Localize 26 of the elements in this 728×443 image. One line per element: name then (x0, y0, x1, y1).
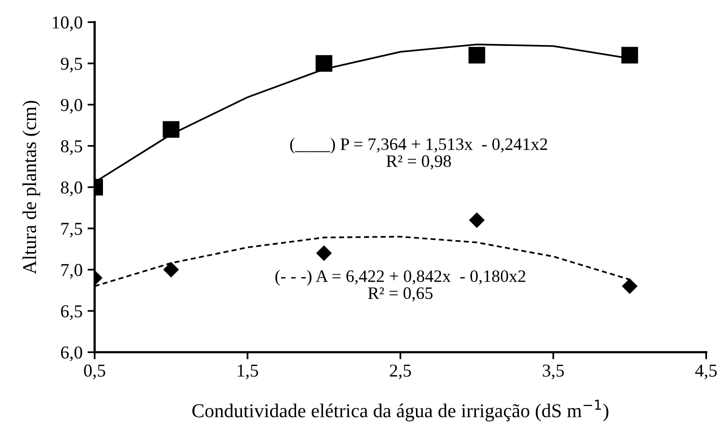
y-tick-label: 6,0 (61, 346, 82, 362)
y-tick-label: 9,0 (60, 98, 82, 114)
point (621, 46, 638, 64)
y-tick-label: 7,0 (61, 264, 82, 279)
x-tick-label: 2,5 (390, 364, 411, 380)
x-axis-title: Condutividade elétrica da água de irrigação (dS m$^{−1}$) (192, 400, 608, 422)
point (164, 262, 179, 278)
point (469, 212, 484, 228)
point (468, 46, 486, 64)
point (162, 121, 180, 138)
y-tick-label: 10,0 (52, 16, 82, 32)
x-tick-label: 3,5 (542, 364, 564, 380)
y-tick-label: 9,5 (60, 58, 82, 72)
annotation: (____) P = 7,364 + 1,513x - 0,241x2 R² = 0,98 (290, 138, 548, 170)
point (622, 278, 638, 294)
x-tick-label: 4,5 (695, 364, 717, 380)
x-tick-label: 0,5 (84, 364, 106, 380)
y-tick-label: 7,5 (61, 222, 82, 238)
x-tick-label: 1,5 (238, 364, 258, 380)
point (316, 246, 332, 261)
y-axis-title: Altura de plantas (cm) (22, 100, 40, 274)
y-tick-label: 8,0 (60, 181, 82, 196)
point (316, 55, 332, 72)
annotation: (- - -) A = 6,422 + 0,842x - 0,180x2 R² = 0,65 (275, 270, 526, 302)
y-tick-label: 6,5 (61, 305, 82, 320)
y-tick-label: 8,5 (60, 140, 82, 155)
